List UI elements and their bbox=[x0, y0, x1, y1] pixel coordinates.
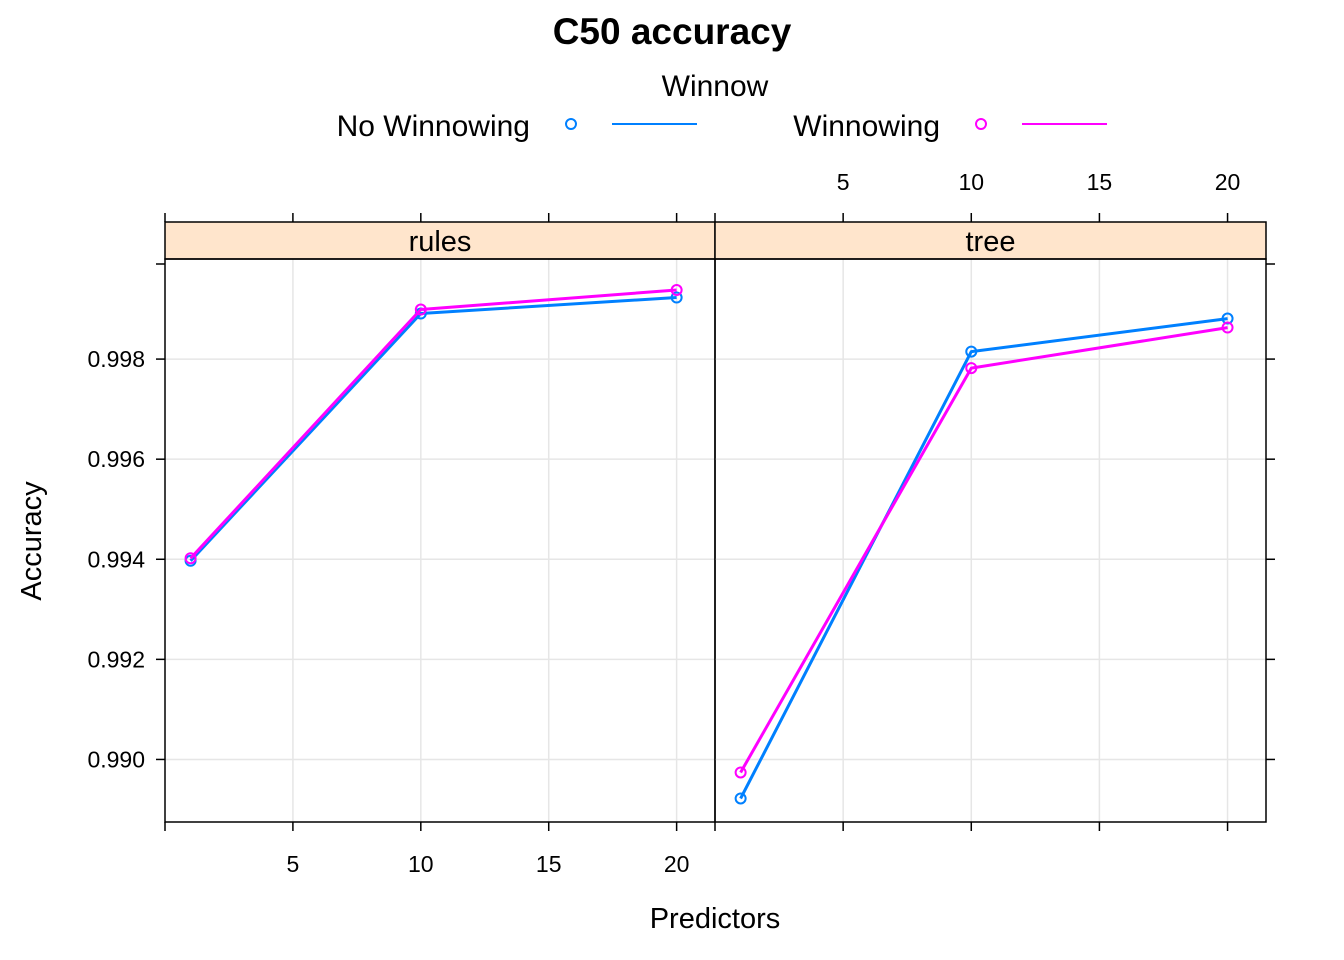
data-point bbox=[670, 291, 683, 304]
strip-label-tree: tree bbox=[966, 226, 1016, 258]
plot-area: rules 5 10 15 20 tree 5 10 15 20 0.990 0.992 0.994 0.… bbox=[87, 169, 1275, 877]
x-tick-label: 15 bbox=[536, 851, 562, 877]
legend-marker bbox=[975, 118, 987, 130]
y-tick-label: 0.990 bbox=[87, 746, 145, 772]
x-tick-label: 5 bbox=[287, 851, 300, 877]
y-tick-label: 0.998 bbox=[87, 346, 145, 372]
x-tick-label: 10 bbox=[408, 851, 434, 877]
data-point bbox=[734, 766, 747, 779]
x-tick-label: 20 bbox=[1215, 169, 1241, 195]
strip-tree bbox=[714, 221, 1267, 260]
strip-rules bbox=[164, 221, 716, 260]
y-axis-label: Accuracy bbox=[16, 481, 48, 601]
y-tick-label: 0.992 bbox=[87, 646, 145, 672]
series-line-rules-winnowing bbox=[189, 288, 677, 560]
strip-label-rules: rules bbox=[409, 226, 472, 258]
panel-frame-rules bbox=[164, 258, 716, 823]
series-line-tree-winnowing bbox=[739, 326, 1228, 774]
legend-label-winnowing: Winnowing bbox=[793, 110, 940, 143]
x-tick-label: 15 bbox=[1087, 169, 1113, 195]
data-point bbox=[184, 552, 197, 565]
legend-marker bbox=[565, 118, 577, 130]
series-line-tree-no-winnowing bbox=[739, 317, 1228, 800]
legend: No Winnowing Winnowing bbox=[337, 110, 1107, 143]
x-tick-label: 20 bbox=[664, 851, 690, 877]
chart-title: C50 accuracy bbox=[553, 11, 792, 52]
data-point bbox=[414, 303, 427, 316]
y-tick-label: 0.996 bbox=[87, 446, 145, 472]
legend-title: Winnow bbox=[662, 70, 769, 103]
data-point bbox=[1221, 321, 1234, 334]
data-point bbox=[670, 284, 683, 297]
data-point bbox=[965, 362, 978, 375]
x-tick-label: 5 bbox=[837, 169, 850, 195]
x-tick-label: 10 bbox=[958, 169, 984, 195]
legend-label-no-winnowing: No Winnowing bbox=[337, 110, 530, 143]
x-axis-label: Predictors bbox=[650, 903, 781, 935]
y-tick-label: 0.994 bbox=[87, 546, 145, 572]
data-point bbox=[734, 792, 747, 805]
series-line-rules-no-winnowing bbox=[189, 296, 677, 562]
panel-frame-tree bbox=[714, 258, 1267, 823]
data-point bbox=[965, 345, 978, 358]
